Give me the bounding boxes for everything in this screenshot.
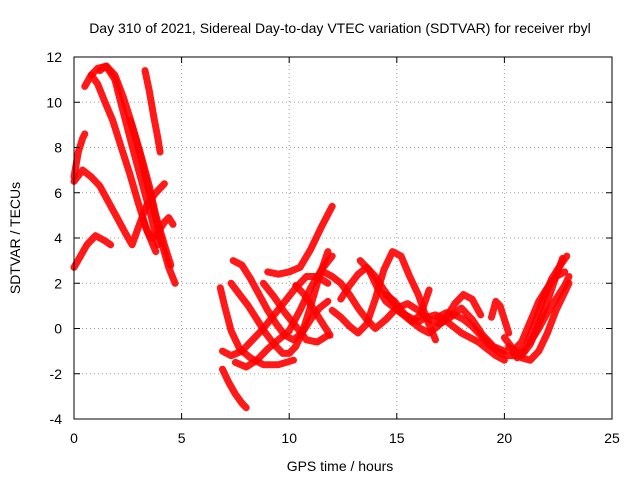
y-tick-label: 2 bbox=[54, 275, 62, 291]
series-track-18 bbox=[292, 282, 334, 339]
x-tick-label: 20 bbox=[497, 430, 513, 446]
y-tick-label: -2 bbox=[50, 366, 63, 382]
series-track-30 bbox=[526, 273, 573, 346]
series-track-22 bbox=[356, 257, 433, 326]
series-track-29 bbox=[518, 279, 573, 364]
x-tick-label: 5 bbox=[178, 430, 186, 446]
y-tick-label: 8 bbox=[54, 140, 62, 156]
series-track-9 bbox=[126, 116, 179, 287]
series-track-7 bbox=[141, 67, 164, 156]
x-tick-label: 25 bbox=[604, 430, 620, 446]
y-tick-label: 0 bbox=[54, 321, 62, 337]
y-tick-label: -4 bbox=[50, 411, 63, 427]
series-track-10 bbox=[219, 365, 250, 412]
series-track-25 bbox=[488, 297, 513, 337]
series-track-19 bbox=[320, 268, 508, 355]
series-track-23 bbox=[382, 291, 485, 337]
series-track-20 bbox=[328, 248, 439, 344]
series-track-1 bbox=[70, 130, 89, 181]
series-track-15 bbox=[229, 257, 332, 344]
series-track-17 bbox=[259, 279, 332, 346]
x-tick-label: 10 bbox=[281, 430, 297, 446]
series-track-24 bbox=[434, 309, 528, 360]
series-track-16 bbox=[264, 202, 336, 278]
axis-ticks: 0 5 10 15 20 25 -4 -2 0 2 4 6 8 10 12 bbox=[46, 49, 620, 446]
y-axis-label: SDTVAR / TECUs bbox=[7, 182, 23, 294]
x-axis-label: GPS time / hours bbox=[287, 458, 394, 474]
grid bbox=[74, 57, 612, 419]
y-tick-label: 10 bbox=[46, 94, 62, 110]
data-layer bbox=[70, 62, 573, 412]
y-tick-label: 12 bbox=[46, 49, 62, 65]
series-track-28 bbox=[509, 268, 569, 355]
x-tick-label: 0 bbox=[70, 430, 78, 446]
chart-title: Day 310 of 2021, Sidereal Day-to-day VTE… bbox=[89, 20, 591, 36]
y-tick-label: 6 bbox=[54, 185, 62, 201]
x-tick-label: 15 bbox=[389, 430, 405, 446]
series-track-2 bbox=[70, 232, 115, 271]
y-tick-label: 4 bbox=[54, 230, 62, 246]
series-track-11 bbox=[216, 284, 297, 369]
